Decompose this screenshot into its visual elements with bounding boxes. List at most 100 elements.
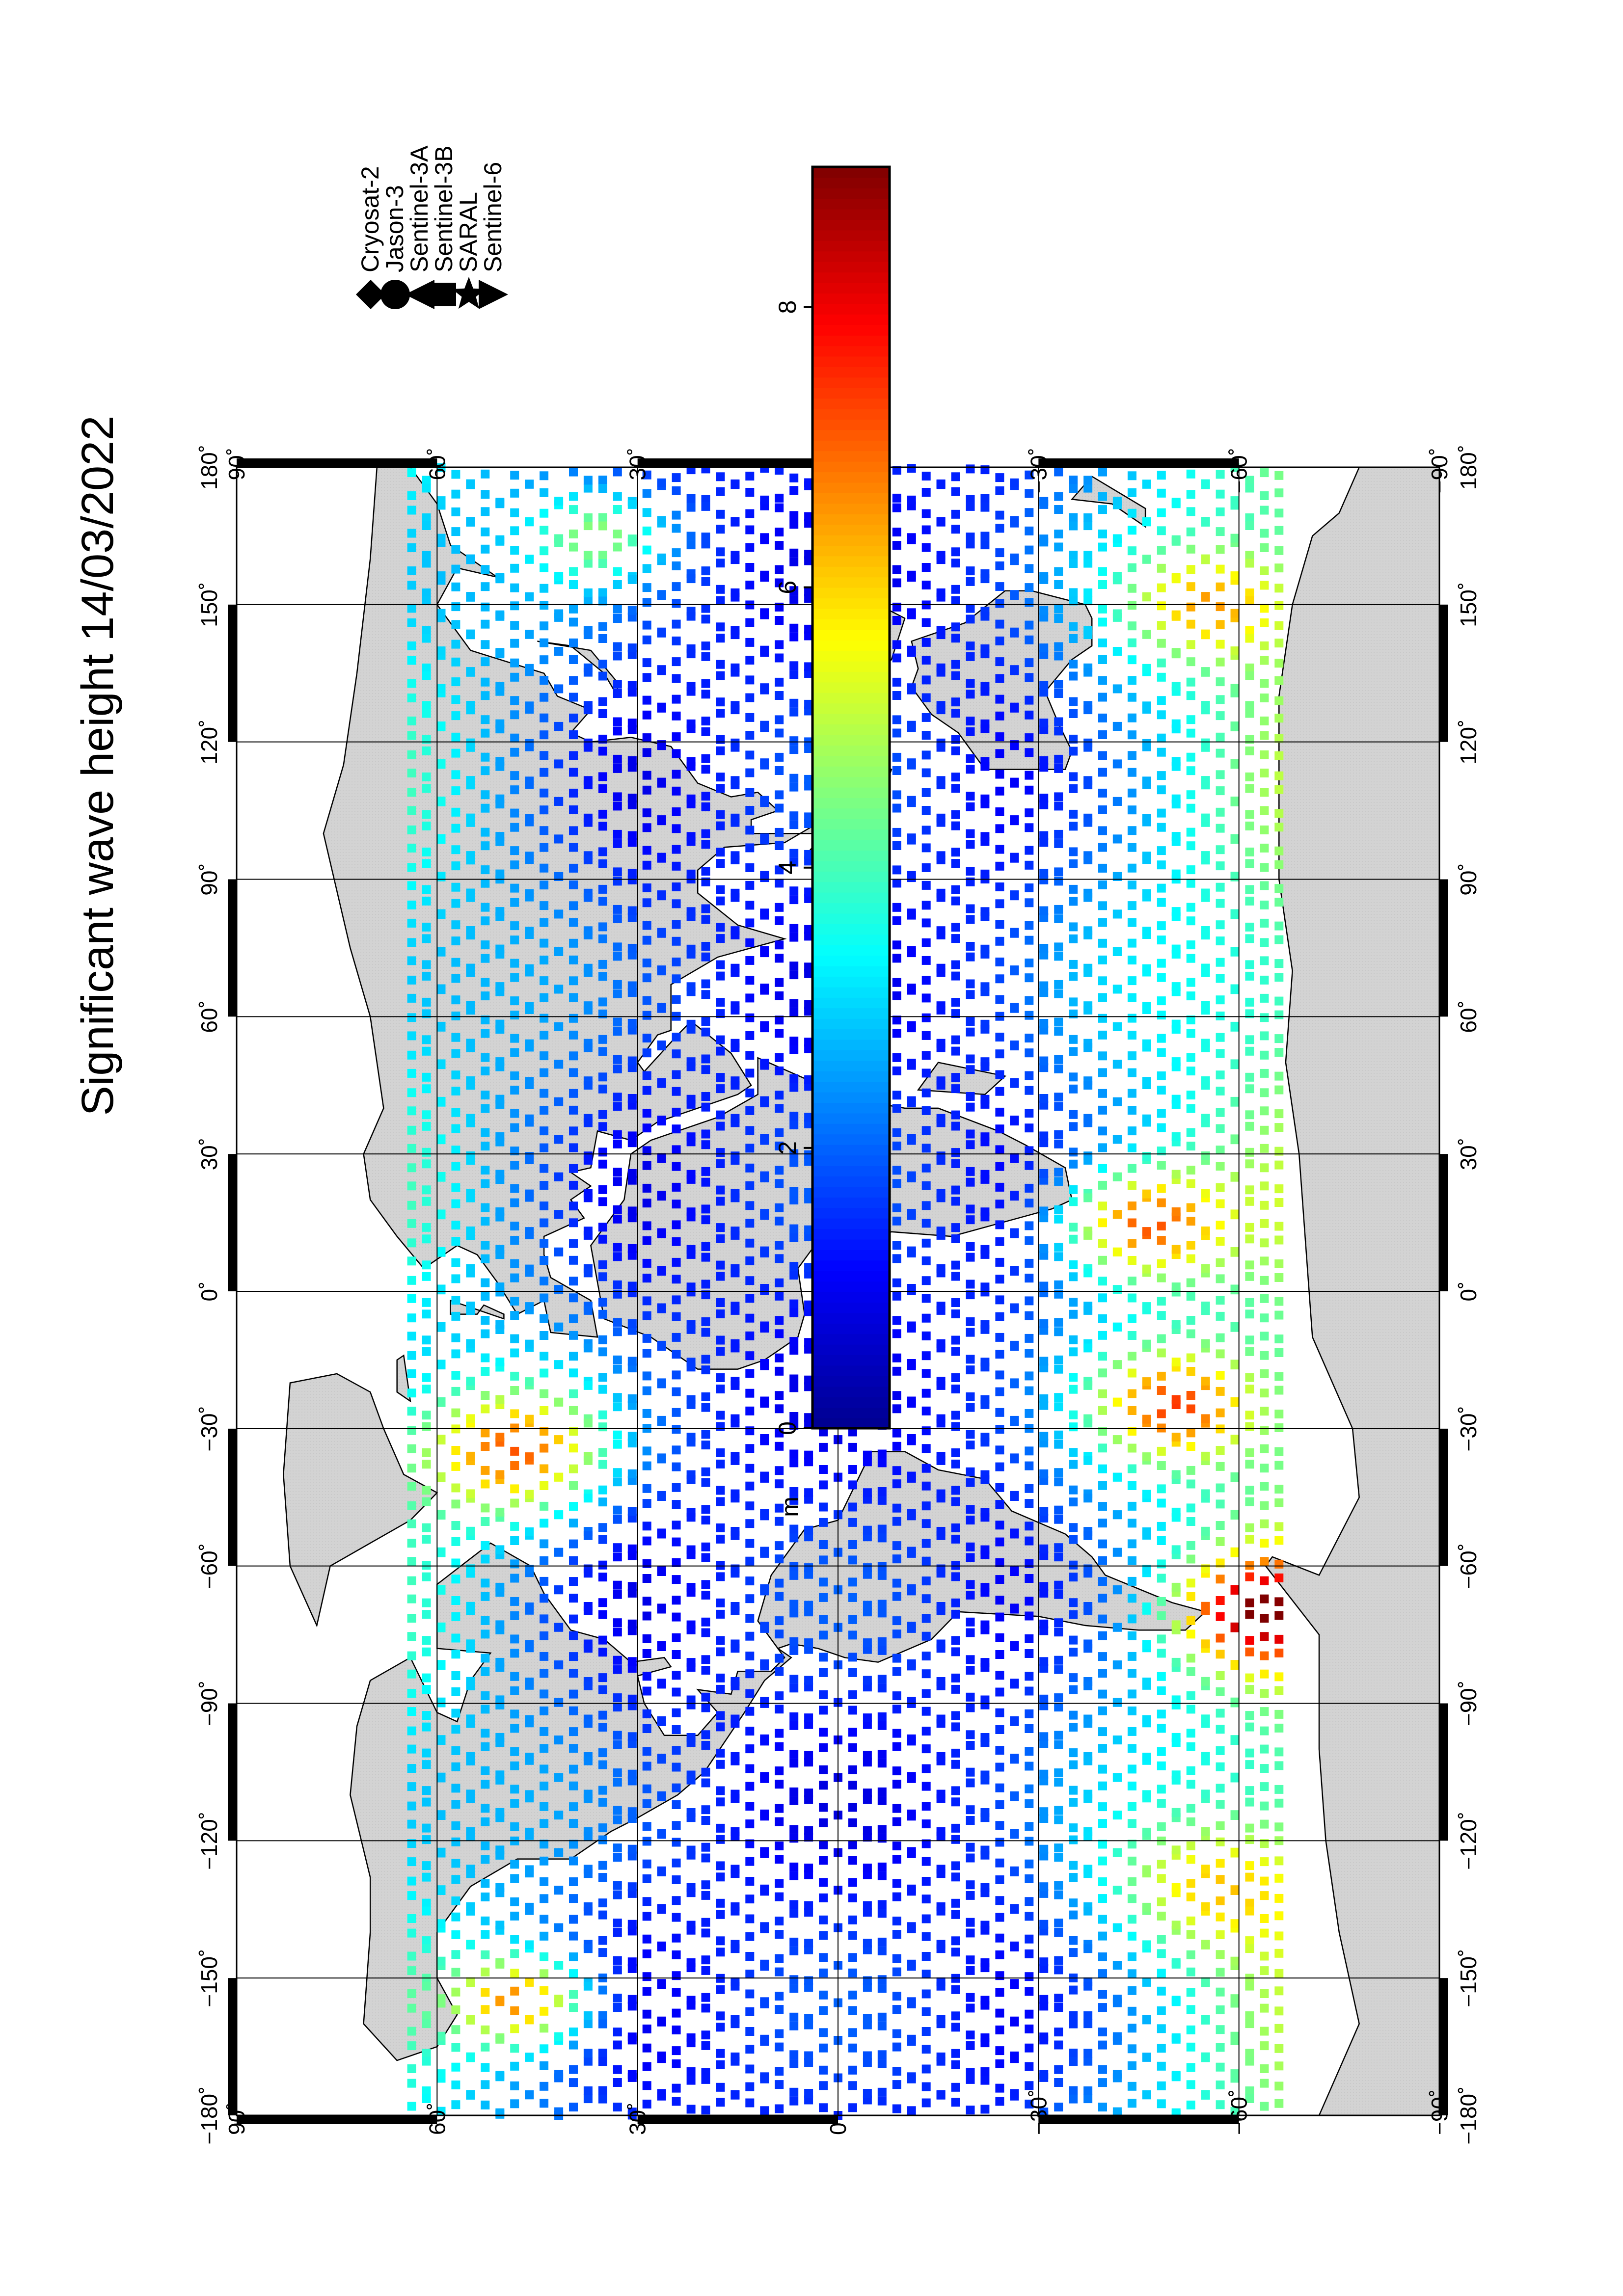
track-sample bbox=[1230, 1661, 1240, 1670]
track-sample bbox=[1157, 1747, 1166, 1756]
track-sample bbox=[936, 1414, 946, 1423]
track-sample bbox=[540, 638, 549, 647]
track-sample bbox=[966, 1365, 975, 1375]
track-sample bbox=[745, 918, 755, 928]
track-sample bbox=[598, 1710, 607, 1720]
track-sample bbox=[569, 1105, 578, 1115]
track-sample bbox=[951, 859, 960, 868]
track-sample bbox=[966, 614, 975, 624]
track-sample bbox=[598, 1410, 607, 1419]
track-sample bbox=[436, 872, 446, 881]
track-sample bbox=[1245, 1722, 1254, 1732]
track-sample bbox=[657, 516, 666, 525]
track-sample bbox=[1245, 596, 1254, 605]
track-sample bbox=[804, 1638, 813, 1648]
track-sample bbox=[1054, 1928, 1063, 1937]
track-sample bbox=[863, 1939, 872, 1948]
track-sample bbox=[510, 935, 519, 945]
track-sample bbox=[407, 716, 416, 725]
track-sample bbox=[481, 582, 490, 591]
track-sample bbox=[848, 1480, 857, 1490]
track-sample bbox=[407, 843, 416, 853]
track-sample bbox=[1054, 530, 1063, 538]
track-sample bbox=[1039, 1281, 1049, 1291]
track-sample bbox=[1127, 1764, 1136, 1774]
track-sample bbox=[921, 843, 931, 853]
track-sample bbox=[936, 2052, 946, 2061]
track-sample bbox=[598, 1760, 607, 1769]
track-sample bbox=[1245, 1936, 1254, 1946]
track-sample bbox=[466, 1264, 475, 1273]
track-sample bbox=[1025, 1934, 1034, 1944]
track-sample bbox=[1098, 1819, 1107, 1828]
track-sample bbox=[657, 2016, 666, 2026]
track-sample bbox=[980, 1287, 990, 1297]
track-sample bbox=[642, 1897, 651, 1906]
track-sample bbox=[804, 1382, 813, 1391]
track-sample bbox=[598, 1309, 607, 1319]
track-sample bbox=[436, 496, 446, 506]
track-sample bbox=[716, 1197, 725, 1206]
track-sample bbox=[804, 932, 813, 941]
track-sample bbox=[672, 1933, 681, 1943]
track-sample bbox=[525, 1640, 534, 1649]
track-sample bbox=[995, 1971, 1004, 1980]
track-sample bbox=[892, 1053, 901, 1062]
track-sample bbox=[1186, 507, 1195, 516]
track-sample bbox=[540, 751, 549, 760]
track-sample bbox=[1171, 1095, 1181, 1104]
track-sample bbox=[848, 2006, 857, 2015]
track-sample bbox=[613, 1618, 622, 1628]
track-sample bbox=[804, 1570, 813, 1579]
track-sample bbox=[627, 1807, 637, 1816]
track-sample bbox=[980, 1813, 990, 1822]
track-sample bbox=[451, 1575, 460, 1584]
track-sample bbox=[1025, 733, 1034, 743]
track-sample bbox=[1025, 1762, 1034, 1771]
track-sample bbox=[1112, 1961, 1122, 1970]
track-sample bbox=[1025, 1386, 1034, 1395]
track-sample bbox=[407, 1219, 416, 1228]
track-sample bbox=[569, 863, 578, 873]
track-sample bbox=[1142, 1565, 1151, 1574]
track-sample bbox=[1069, 772, 1078, 781]
track-sample bbox=[1201, 1564, 1210, 1574]
track-sample bbox=[627, 1357, 637, 1366]
track-sample bbox=[1186, 1578, 1195, 1588]
track-sample bbox=[921, 2045, 931, 2054]
track-sample bbox=[481, 865, 490, 875]
track-sample bbox=[775, 1780, 784, 1789]
track-sample bbox=[966, 1092, 975, 1101]
track-sample bbox=[407, 1050, 416, 1060]
track-sample bbox=[701, 1928, 710, 1938]
track-sample bbox=[510, 1761, 519, 1770]
track-sample bbox=[789, 924, 799, 933]
track-sample bbox=[481, 954, 490, 963]
track-sample bbox=[892, 1353, 901, 1362]
track-sample bbox=[1127, 1614, 1136, 1624]
track-sample bbox=[745, 1970, 755, 1979]
track-sample bbox=[701, 1853, 710, 1863]
track-sample bbox=[819, 1690, 828, 1699]
track-sample bbox=[1142, 1002, 1151, 1011]
track-sample bbox=[921, 1689, 931, 1698]
track-sample bbox=[657, 890, 666, 900]
track-sample bbox=[569, 880, 578, 889]
track-sample bbox=[1025, 1949, 1034, 1958]
track-sample bbox=[1098, 843, 1107, 852]
track-sample bbox=[1054, 726, 1063, 736]
track-sample bbox=[1274, 1822, 1284, 1832]
track-sample bbox=[481, 1742, 490, 1751]
track-sample bbox=[1142, 776, 1151, 786]
track-sample bbox=[1025, 1034, 1034, 1042]
track-sample bbox=[745, 1256, 755, 1265]
track-sample bbox=[1260, 1632, 1269, 1641]
track-sample bbox=[995, 1746, 1004, 1755]
track-sample bbox=[569, 938, 578, 948]
track-sample bbox=[642, 1071, 651, 1080]
track-sample bbox=[966, 840, 975, 849]
track-sample bbox=[848, 1630, 857, 1640]
track-sample bbox=[1201, 1714, 1210, 1724]
track-sample bbox=[892, 828, 901, 837]
track-sample bbox=[1127, 1314, 1136, 1323]
